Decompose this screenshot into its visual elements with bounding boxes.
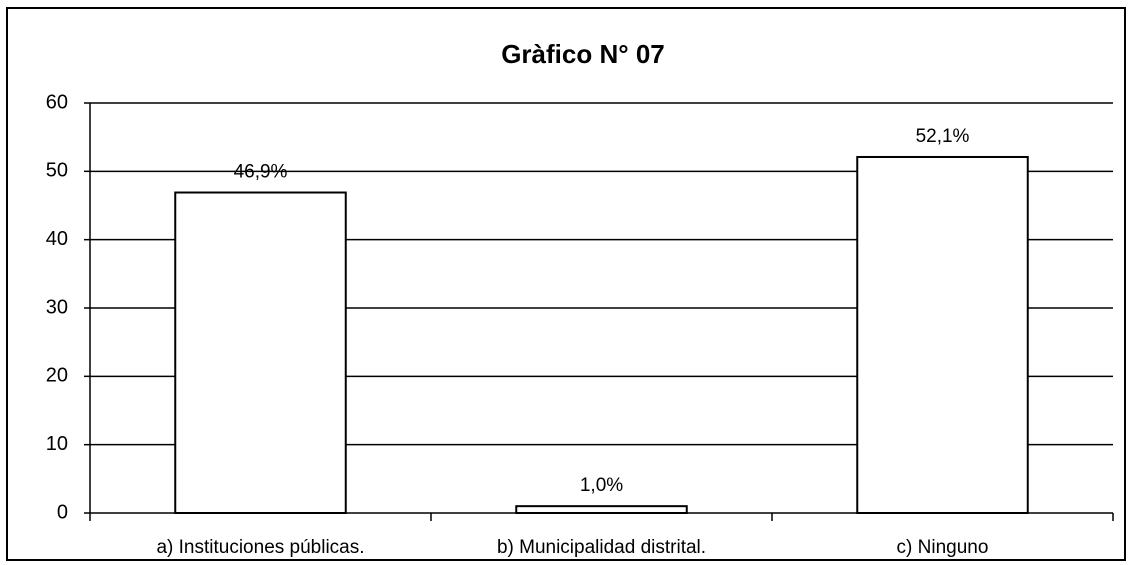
y-tick-label: 10 — [46, 433, 68, 455]
y-tick-label: 30 — [46, 296, 68, 318]
x-tick-label: b) Municipalidad distrital. — [497, 537, 706, 558]
value-label: 46,9% — [234, 162, 288, 183]
y-tick-label: 40 — [46, 228, 68, 250]
value-label: 52,1% — [916, 126, 970, 147]
y-tick-label: 60 — [46, 91, 68, 113]
value-label: 1,0% — [580, 475, 623, 496]
bar — [856, 155, 1029, 514]
chart-title: Gràfico N° 07 — [501, 39, 665, 69]
bar — [515, 505, 688, 514]
y-tick-label: 20 — [46, 365, 68, 387]
x-tick-label: c) Ninguno — [897, 537, 989, 558]
x-tick-label: a) Instituciones públicas. — [156, 537, 364, 558]
y-tick-label: 0 — [57, 501, 68, 523]
y-tick-label: 50 — [46, 160, 68, 182]
bar — [174, 191, 347, 514]
